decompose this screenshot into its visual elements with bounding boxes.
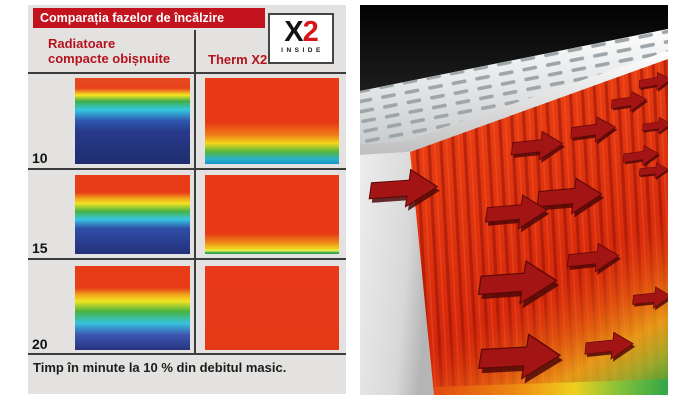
thermal-image-thermx2-15min [205, 175, 339, 254]
red-fin-panel [410, 59, 668, 395]
row-divider [28, 168, 346, 170]
row-label-minutes: 10 [32, 150, 48, 166]
table-row-10min: 10 [28, 78, 346, 166]
logo-inside-text: INSIDE [281, 47, 324, 54]
column-header-thermx2: Therm X2 [208, 52, 268, 67]
column-header-ordinary-line2: compacte obișnuite [48, 51, 171, 66]
radiator-cutaway-svg [360, 5, 668, 395]
table-row-20min: 20 [28, 266, 346, 352]
front-panel-edge [360, 152, 434, 395]
bottom-heat-glow [434, 379, 668, 395]
column-header-ordinary: Radiatoare compacte obișnuite [48, 36, 170, 66]
column-divider [194, 30, 196, 355]
footnote-caption: Timp în minute la 10 % din debitul masic… [33, 360, 287, 375]
x2-logo-mark: X2 [270, 17, 332, 47]
thermal-image-ordinary-20min [75, 266, 190, 350]
thermal-image-thermx2-20min [205, 266, 339, 350]
row-label-minutes: 15 [32, 240, 48, 256]
radiator-cutaway-illustration [360, 5, 668, 395]
panel-top-rim [360, 51, 668, 155]
logo-x: X [284, 16, 303, 48]
row-divider [28, 258, 346, 260]
row-label-minutes: 20 [32, 336, 48, 352]
thermal-image-thermx2-10min [205, 78, 339, 164]
thermal-image-ordinary-10min [75, 78, 190, 164]
panel-title: Comparația fazelor de încălzire [33, 8, 265, 28]
x2-inside-logo: X2 INSIDE [268, 13, 334, 64]
radiator-top-grille [360, 29, 668, 144]
dark-background [360, 5, 668, 91]
table-bottom-divider [28, 353, 346, 355]
table-row-15min: 15 [28, 175, 346, 256]
thermal-image-ordinary-15min [75, 175, 190, 254]
comparison-panel: Comparația fazelor de încălzire Radiatoa… [28, 5, 346, 394]
header-divider [28, 72, 346, 74]
logo-2: 2 [302, 16, 319, 48]
column-header-ordinary-line1: Radiatoare [48, 36, 116, 51]
